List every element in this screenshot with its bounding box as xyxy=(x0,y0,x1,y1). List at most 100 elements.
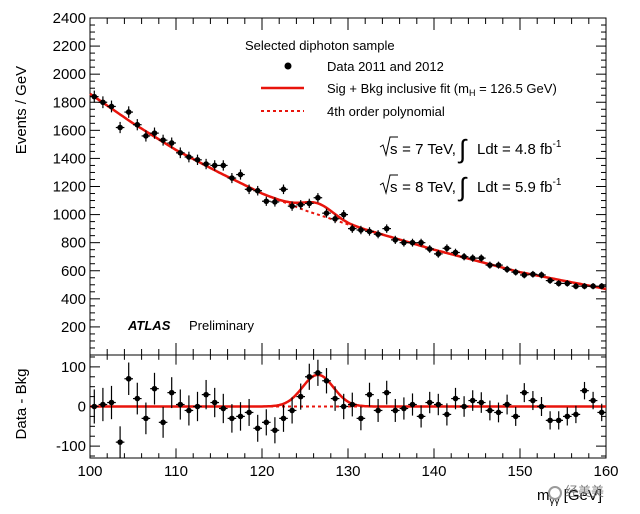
lumi-8-sup: -1 xyxy=(552,177,561,188)
data-point-marker xyxy=(91,93,98,100)
residual-point-marker xyxy=(151,385,158,392)
atlas-label: ATLAS xyxy=(127,318,171,333)
residual-point-marker xyxy=(289,407,295,414)
data-point-marker xyxy=(349,225,356,232)
data-point-marker xyxy=(383,225,390,232)
x-axis-label-unit: [GeV] xyxy=(560,487,603,504)
data-point-marker xyxy=(590,283,596,289)
data-point-marker xyxy=(160,137,166,143)
data-point-marker xyxy=(581,283,588,289)
data-point-marker xyxy=(564,280,571,287)
data-point-marker xyxy=(237,171,244,178)
lumi-8: Ldt = 5.9 fb-1 xyxy=(477,177,562,196)
integral-sign-7: ∫ xyxy=(457,134,468,164)
residual-y-tick-label: -100 xyxy=(56,438,86,455)
residual-point-marker xyxy=(392,407,399,414)
data-point-marker xyxy=(280,186,287,193)
residual-point-marker xyxy=(521,389,528,396)
data-point-marker xyxy=(555,280,562,287)
data-point-marker xyxy=(530,271,536,278)
residual-point-marker xyxy=(469,397,476,404)
data-point-marker xyxy=(469,255,476,261)
data-point-marker xyxy=(203,161,209,167)
x-tick-label: 130 xyxy=(335,463,360,480)
energy-annotation-8tev: s = 8 TeV, ∫ Ldt = 5.9 fb-1 xyxy=(379,172,562,202)
lumi-7: Ldt = 4.8 fb-1 xyxy=(477,139,562,158)
data-point-marker xyxy=(504,266,510,273)
x-tick-label: 160 xyxy=(593,463,618,480)
lumi-7-text: Ldt = 4.8 fb xyxy=(477,141,552,158)
main-y-tick-label: 600 xyxy=(61,263,86,280)
residual-point-marker xyxy=(512,413,519,420)
data-point-marker xyxy=(108,103,115,110)
data-point-marker xyxy=(392,237,399,243)
residual-point-marker xyxy=(211,399,218,406)
atlas-status: Preliminary xyxy=(189,318,255,333)
legend-fit-label-tail: = 126.5 GeV) xyxy=(475,81,556,96)
residual-point-marker xyxy=(504,401,510,408)
residual-y-axis-label: Data - Bkg xyxy=(13,369,30,440)
data-point-marker xyxy=(315,194,321,201)
data-point-marker xyxy=(512,269,519,275)
legend-fit-label-main: Sig + Bkg inclusive fit (m xyxy=(327,81,469,96)
data-point-marker xyxy=(297,201,304,208)
data-point-marker xyxy=(143,133,149,139)
legend: Selected diphoton sample Data 2011 and 2… xyxy=(245,38,557,119)
residual-point-marker xyxy=(168,389,175,396)
data-point-marker xyxy=(375,231,381,238)
residual-point-marker xyxy=(349,401,356,408)
data-point-marker xyxy=(598,283,605,289)
main-y-tick-label: 1600 xyxy=(53,122,86,139)
x-tick-label: 120 xyxy=(249,463,274,480)
residual-point-marker xyxy=(564,413,571,420)
residual-point-marker xyxy=(220,405,227,412)
data-point-marker xyxy=(340,211,347,218)
residual-point-marker xyxy=(478,399,485,406)
residual-point-marker xyxy=(237,413,244,420)
main-y-tick-label: 2000 xyxy=(53,66,86,83)
residual-y-tick-label: 100 xyxy=(61,359,86,376)
main-y-tick-label: 200 xyxy=(61,319,86,336)
main-y-axis-label: Events / GeV xyxy=(13,66,30,154)
residual-point-marker xyxy=(315,370,321,376)
main-y-tick-label: 1400 xyxy=(53,150,86,167)
residual-point-marker xyxy=(581,387,588,394)
x-axis-label-sub: γγ xyxy=(550,496,560,507)
data-point-marker xyxy=(435,251,442,257)
legend-data-marker xyxy=(284,62,292,70)
main-y-tick-label: 2400 xyxy=(53,10,86,27)
data-point-marker xyxy=(272,199,278,205)
sqrt-s-8: s xyxy=(390,179,398,196)
x-axis: 100 110 120 130 140 150 160 xyxy=(77,18,619,480)
data-point-marker xyxy=(409,239,416,246)
residual-point-marker xyxy=(272,427,278,434)
data-point-marker xyxy=(401,239,407,246)
residual-point-marker xyxy=(590,397,596,404)
main-data-points xyxy=(90,90,606,290)
energy-7: = 7 TeV, xyxy=(398,141,460,158)
data-point-marker xyxy=(100,99,106,106)
legend-fit-label-sub: H xyxy=(469,88,476,98)
residual-point-marker xyxy=(426,399,433,406)
residual-point-marker xyxy=(177,401,184,408)
x-axis-label: mγγ [GeV] xyxy=(537,487,602,507)
data-point-marker xyxy=(521,272,528,278)
residual-point-marker xyxy=(538,403,545,410)
data-point-marker xyxy=(306,200,313,207)
energy-annotation-7tev: s = 7 TeV, ∫ Ldt = 4.8 fb-1 xyxy=(379,134,562,164)
data-point-marker xyxy=(461,253,467,260)
residual-point-marker xyxy=(452,395,459,402)
data-point-marker xyxy=(289,203,295,209)
residual-point-marker xyxy=(573,411,579,418)
energy-8: = 8 TeV, xyxy=(398,179,460,196)
residual-point-marker xyxy=(160,419,166,426)
data-point-marker xyxy=(117,124,123,131)
x-axis-label-m: m xyxy=(537,487,550,504)
residual-point-marker xyxy=(487,407,493,414)
data-point-marker xyxy=(444,245,450,252)
x-tick-label: 140 xyxy=(421,463,446,480)
sqrt-sign-8 xyxy=(379,174,398,195)
residual-point-marker xyxy=(530,397,536,404)
lumi-7-sup: -1 xyxy=(552,139,561,150)
residual-point-marker xyxy=(306,373,313,380)
